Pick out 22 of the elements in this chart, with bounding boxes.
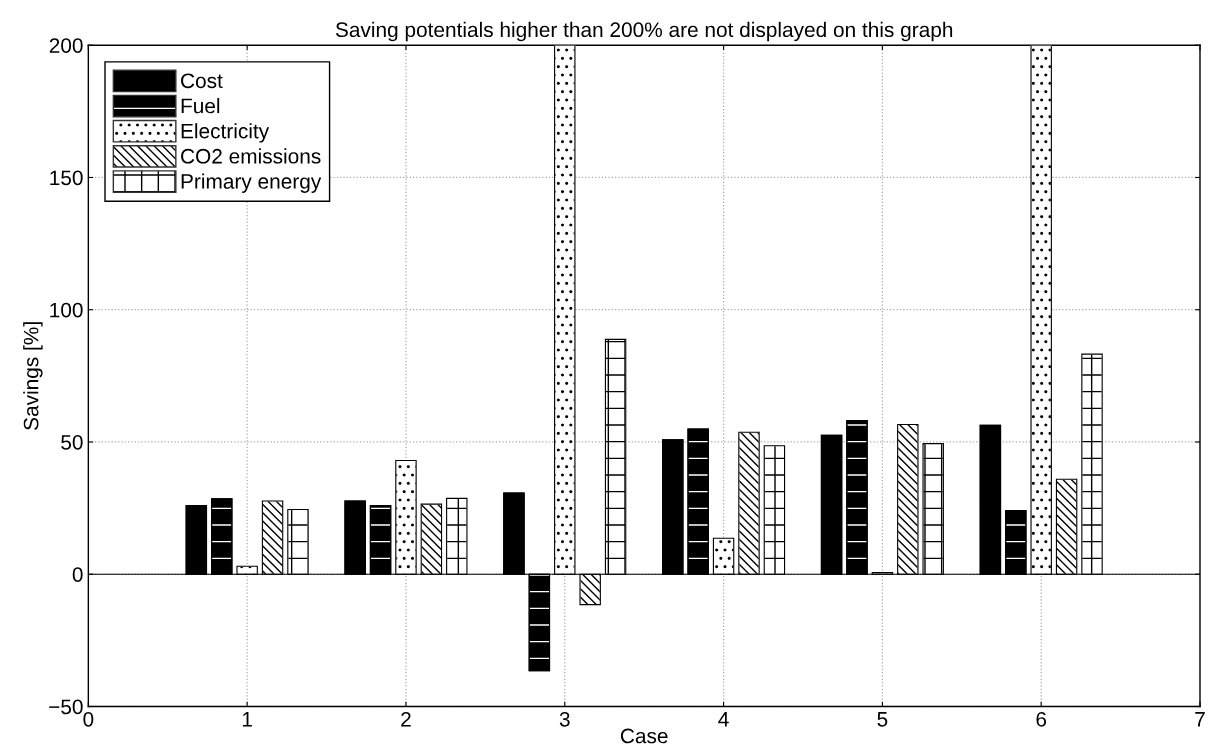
legend-label: Cost [181, 73, 223, 89]
y-tick-label: −50 [49, 699, 83, 715]
legend-label: Electricity [181, 123, 270, 143]
x-tick-label: 0 [83, 711, 94, 727]
y-tick-label: 150 [50, 170, 83, 186]
x-axis-title: Case [620, 728, 668, 744]
x-tick-label: 2 [401, 711, 411, 727]
legend-label: Primary energy [181, 173, 322, 193]
legend-label: Fuel [181, 98, 220, 114]
y-tick-label: 100 [50, 302, 83, 318]
legend-label: CO2 emissions [181, 148, 321, 164]
x-tick-label: 3 [559, 711, 570, 727]
y-tick-label: 200 [49, 38, 83, 53]
x-tick-label: 5 [877, 712, 888, 727]
x-tick-label: 1 [242, 712, 252, 727]
y-axis-title: Savings [%] [23, 322, 43, 430]
chart-title: Saving potentials higher than 200% are not displayed on this graph [335, 21, 953, 42]
x-tick-label: 7 [1195, 712, 1205, 727]
y-tick-label: 0 [72, 567, 83, 582]
x-tick-label: 4 [718, 712, 729, 727]
y-tick-label: 50 [61, 435, 83, 450]
x-tick-label: 6 [1036, 711, 1047, 727]
